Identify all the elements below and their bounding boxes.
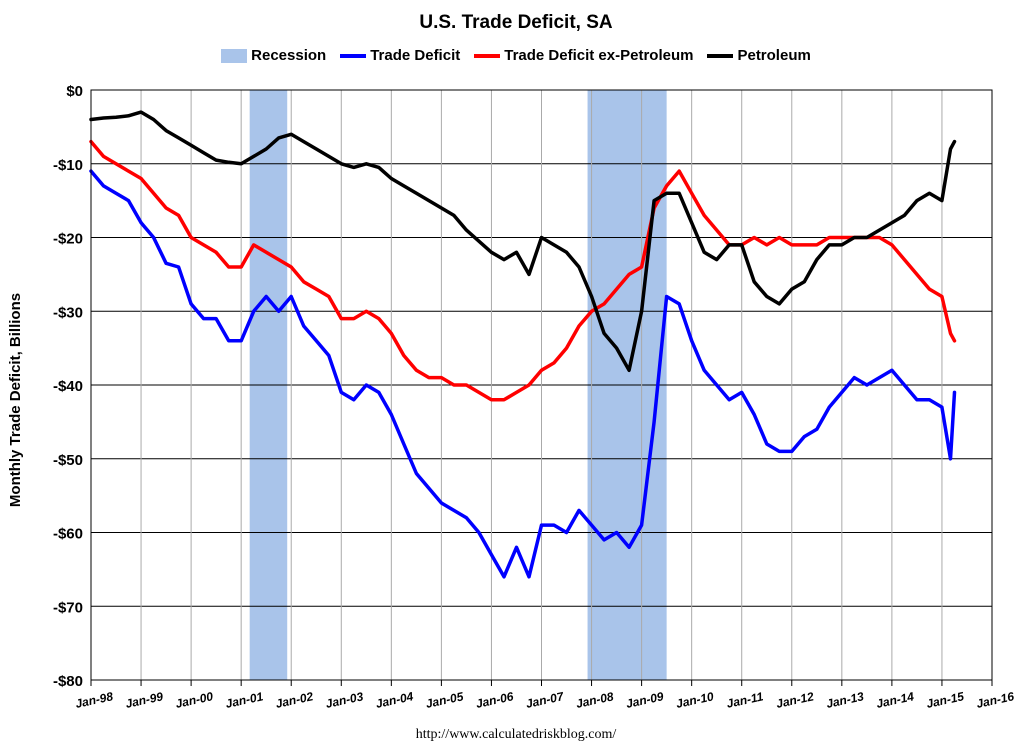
x-tick-label-8: Jan-06: [475, 689, 515, 711]
series-line-petroleum: [89, 110, 957, 373]
x-tick-label-0: Jan-98: [74, 689, 114, 711]
legend-label-trade-deficit: Trade Deficit: [370, 47, 461, 64]
y-tick-label-0: $0: [66, 83, 83, 100]
legend-item-ex-petroleum: Trade Deficit ex-Petroleum: [474, 47, 693, 64]
x-tick-label-4: Jan-02: [274, 689, 314, 711]
legend-swatch-recession: [221, 48, 248, 63]
y-tick-label-2: -$20: [53, 231, 83, 248]
x-tick-label-10: Jan-08: [575, 689, 615, 711]
y-axis-label: Monthly Trade Deficit, Billions: [7, 293, 24, 507]
y-tick-label-3: -$30: [53, 304, 83, 321]
x-tick-label-16: Jan-14: [875, 689, 915, 711]
y-tick-label-6: -$60: [53, 526, 83, 543]
legend-item-trade-deficit: Trade Deficit: [340, 47, 460, 64]
legend-label-petroleum: Petroleum: [737, 47, 811, 64]
x-tick-label-17: Jan-15: [925, 689, 965, 711]
y-tick-label-4: -$40: [53, 378, 83, 395]
legend-item-recession: Recession: [221, 47, 326, 64]
x-tick-label-7: Jan-05: [425, 689, 465, 711]
x-tick-label-13: Jan-11: [725, 689, 765, 710]
source-url: http://www.calculatedriskblog.com/: [415, 727, 617, 742]
axes: $0 -$10 -$20 -$30 -$40 -$50 -$60 -$70 -$80Jan-98…: [53, 83, 1016, 711]
series-line-trade-deficit: [89, 169, 957, 579]
legend-label-recession: Recession: [251, 47, 327, 64]
legend-swatch-petroleum: [707, 53, 734, 58]
y-tick-label-8: -$80: [53, 673, 83, 690]
x-tick-label-1: Jan-99: [124, 689, 164, 711]
y-tick-label-7: -$70: [53, 599, 83, 616]
legend-label-ex-petroleum: Trade Deficit ex-Petroleum: [504, 47, 694, 64]
x-tick-label-6: Jan-04: [374, 689, 414, 711]
x-tick-label-11: Jan-09: [625, 689, 665, 711]
x-tick-label-9: Jan-07: [525, 689, 566, 711]
x-tick-label-3: Jan-01: [224, 689, 264, 711]
y-tick-label-1: -$10: [53, 157, 83, 174]
legend-swatch-trade-deficit: [340, 53, 367, 58]
legend-swatch-ex-petroleum: [474, 53, 501, 58]
y-tick-label-5: -$50: [53, 452, 83, 469]
x-tick-label-14: Jan-12: [775, 689, 815, 711]
x-tick-label-12: Jan-10: [675, 689, 715, 711]
chart-title: U.S. Trade Deficit, SA: [419, 12, 613, 33]
grid: [90, 89, 993, 681]
x-tick-label-5: Jan-03: [324, 689, 364, 711]
series-line-trade-deficit-ex-petroleum: [89, 139, 957, 402]
series-lines: [89, 110, 957, 579]
x-tick-label-18: Jan-16: [975, 689, 1015, 711]
legend-item-petroleum: Petroleum: [707, 47, 811, 64]
x-tick-label-15: Jan-13: [825, 689, 865, 711]
plot-border: [90, 89, 993, 681]
x-tick-label-2: Jan-00: [174, 689, 214, 711]
legend: Recession Trade Deficit Trade Deficit ex…: [0, 47, 1032, 64]
